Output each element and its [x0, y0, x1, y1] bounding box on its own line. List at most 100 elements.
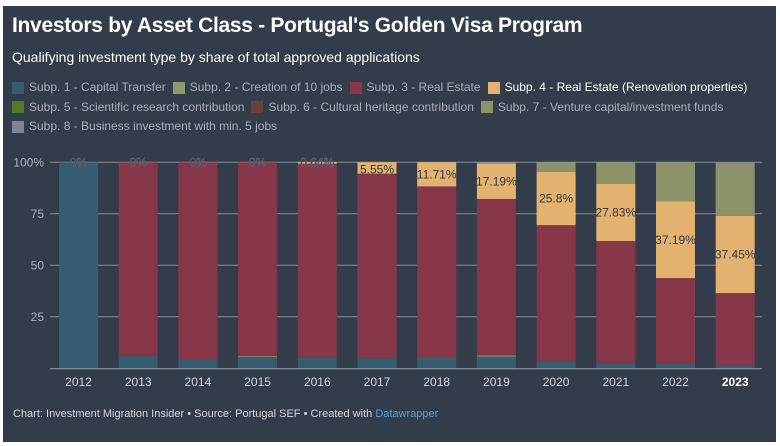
bar-segment — [297, 357, 337, 369]
bar-segment — [297, 162, 337, 164]
data-label: 0% — [249, 155, 267, 169]
y-tick-label: 75 — [31, 207, 45, 221]
legend-item[interactable]: Subp. 4 - Real Estate (Renovation proper… — [487, 79, 748, 96]
data-label: 37.19% — [655, 233, 696, 247]
legend-swatch — [251, 101, 264, 113]
x-tick-label: 2018 — [423, 375, 450, 389]
footer-credits: Chart: Investment Migration Insider • So… — [13, 408, 438, 420]
bar-segment — [417, 162, 457, 187]
bar-segment — [357, 358, 397, 369]
data-label: 27.83% — [595, 205, 636, 219]
bar-segment — [238, 162, 278, 357]
bar-segment — [536, 162, 576, 172]
bar-stack — [476, 162, 516, 369]
x-tick-label: 2017 — [364, 375, 391, 389]
bar-stack — [118, 162, 158, 369]
x-tick-label: 2012 — [65, 375, 92, 389]
data-label: 0% — [70, 155, 88, 169]
legend: Subp. 1 - Capital Transfer Subp. 2 - Crea… — [12, 79, 772, 138]
data-label: 17.19% — [476, 174, 517, 188]
data-label: 0% — [130, 155, 148, 169]
data-label: 0.64% — [300, 155, 334, 169]
bar-segment — [715, 162, 755, 164]
bar-stack — [238, 162, 278, 369]
bar-segment — [715, 163, 755, 216]
bar-segment — [476, 355, 516, 357]
y-tick-label: 50 — [31, 258, 45, 272]
bar-segment — [536, 225, 576, 362]
x-tick-label: 2015 — [244, 375, 271, 389]
bar-stack — [656, 162, 695, 369]
x-tick-label: 2022 — [662, 375, 689, 389]
x-tick-label: 2020 — [543, 375, 570, 389]
bar-segment — [715, 215, 755, 294]
bar-segment — [238, 356, 278, 357]
bar-segment — [536, 361, 576, 369]
legend-label: Subp. 7 - Venture capital/investment fun… — [497, 99, 724, 114]
legend-label: Subp. 8 - Business investment with min. … — [29, 119, 278, 133]
bar-segment — [596, 363, 636, 369]
data-label: 5.55% — [360, 162, 394, 176]
bar-segment — [59, 162, 98, 369]
bar-stack — [178, 162, 218, 369]
legend-item[interactable]: Subp. 7 - Venture capital/investment fun… — [480, 99, 724, 116]
x-tick-label: 2013 — [125, 375, 152, 389]
y-tick-label: 25 — [31, 310, 45, 324]
legend-swatch — [349, 81, 362, 94]
x-tick-label: 2014 — [185, 375, 212, 389]
bar-segment — [596, 162, 636, 184]
legend-item[interactable]: Subp. 2 - Creation of 10 jobs — [172, 79, 343, 96]
bar-segment — [476, 356, 516, 369]
bar-segment — [656, 201, 695, 279]
bar-segment — [357, 162, 397, 174]
x-tick-label: 2019 — [483, 375, 510, 389]
bar-stack — [536, 162, 576, 369]
legend-swatch — [12, 101, 24, 113]
bar-segment — [715, 293, 755, 366]
bar-stack — [715, 162, 755, 369]
bar-segment — [178, 359, 218, 369]
legend-label: Subp. 5 - Scientific research contributi… — [29, 99, 245, 114]
bar-segment — [238, 356, 278, 369]
bar-segment — [417, 358, 457, 369]
legend-swatch — [480, 101, 493, 113]
bar-segment — [656, 162, 695, 202]
legend-item[interactable]: Subp. 6 - Cultural heritage contribution — [251, 99, 474, 116]
legend-label: Subp. 3 - Real Estate — [366, 80, 481, 94]
legend-label: Subp. 6 - Cultural heritage contribution — [268, 99, 474, 114]
legend-swatch — [12, 120, 24, 133]
legend-swatch — [12, 81, 24, 94]
bar-stack — [297, 162, 337, 369]
y-tick-label: 100% — [13, 155, 44, 169]
bar-segment — [476, 198, 516, 356]
legend-label: Subp. 2 - Creation of 10 jobs — [189, 80, 343, 94]
bar-segment — [656, 278, 695, 364]
chart-subtitle: Qualifying investment type by share of t… — [12, 49, 420, 65]
bar-segment — [715, 365, 755, 369]
legend-item[interactable]: Subp. 8 - Business investment with min. … — [12, 118, 277, 135]
legend-item[interactable]: Subp. 3 - Real Estate — [349, 79, 481, 96]
bar-segment — [118, 355, 158, 369]
bar-segment — [596, 240, 636, 364]
legend-swatch — [172, 81, 185, 94]
bar-segment — [476, 163, 516, 199]
legend-label: Subp. 1 - Capital Transfer — [29, 80, 166, 94]
data-label: 25.8% — [539, 192, 573, 206]
x-tick-label: 2016 — [304, 375, 331, 389]
bar-segment — [297, 163, 337, 358]
datawrapper-link[interactable]: Datawrapper — [375, 408, 439, 420]
x-tick-label: 2021 — [602, 375, 629, 389]
legend-item[interactable]: Subp. 1 - Capital Transfer — [12, 79, 166, 96]
data-label: 11.71% — [417, 167, 457, 181]
footer-text: Chart: Investment Migration Insider • So… — [13, 408, 376, 420]
chart-title: Investors by Asset Class - Portugal's Go… — [12, 14, 583, 37]
bar-stack — [596, 162, 636, 369]
bar-stack — [417, 162, 457, 369]
x-tick-label: 2023 — [722, 375, 749, 389]
bar-segment — [118, 162, 158, 356]
legend-label: Subp. 4 - Real Estate (Renovation proper… — [504, 80, 748, 94]
bar-segment — [596, 183, 636, 241]
bar-stack — [357, 162, 397, 369]
legend-item[interactable]: Subp. 5 - Scientific research contributi… — [12, 99, 244, 116]
